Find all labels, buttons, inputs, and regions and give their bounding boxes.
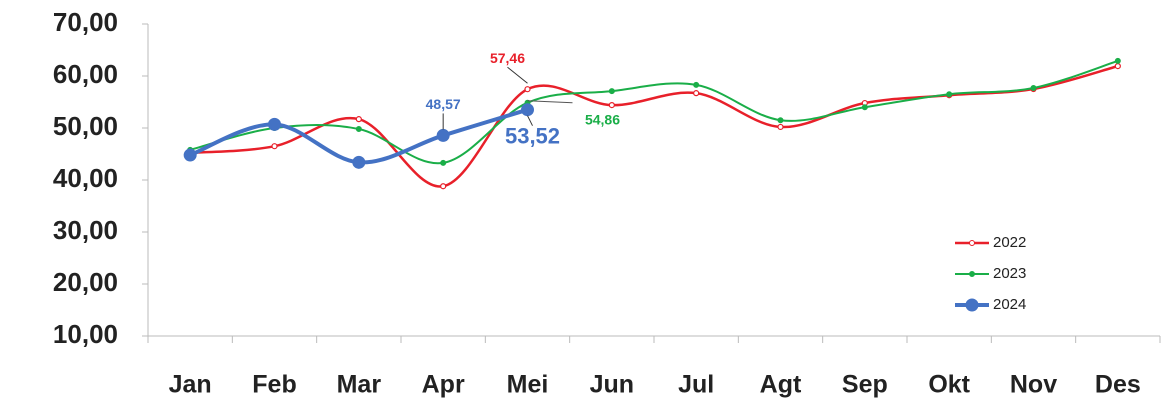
point [1114, 57, 1121, 64]
x-tick-label: Agt [760, 371, 802, 399]
legend-label: 2024 [993, 296, 1026, 313]
legend-marker [969, 271, 975, 277]
y-tick-label: 30,00 [53, 215, 118, 245]
x-tick-label: Jun [590, 371, 634, 399]
x-tick-label: Jan [169, 371, 212, 399]
point [352, 155, 366, 169]
point [608, 102, 615, 109]
legend-label: 2022 [993, 234, 1026, 251]
legend-marker [969, 240, 975, 246]
legend-label: 2023 [993, 265, 1026, 282]
data-label: 57,46 [490, 50, 525, 66]
x-tick-label: Nov [1010, 371, 1057, 399]
y-tick-label: 70,00 [53, 7, 118, 37]
data-label: 53,52 [505, 124, 560, 149]
x-tick-label: Sep [842, 371, 888, 399]
data-label: 54,86 [585, 111, 620, 127]
point [777, 117, 784, 124]
x-tick-label: Mar [337, 371, 382, 399]
point [777, 123, 784, 131]
point [440, 183, 447, 190]
label-leader [507, 66, 528, 84]
label-leader [527, 100, 573, 104]
point [355, 126, 362, 133]
y-tick-label: 60,00 [53, 59, 118, 89]
point [524, 86, 531, 93]
y-tick-label: 20,00 [53, 267, 118, 297]
point [440, 159, 447, 166]
point [521, 103, 534, 117]
point [1114, 63, 1121, 70]
legend-marker [965, 298, 979, 312]
x-tick-label: Jul [678, 371, 714, 399]
x-tick-label: Feb [252, 371, 296, 399]
y-tick-label: 50,00 [53, 111, 118, 141]
x-tick-label: Des [1095, 371, 1141, 399]
x-tick-label: Apr [422, 371, 465, 399]
point [268, 117, 281, 131]
point [693, 81, 700, 88]
point [608, 88, 615, 95]
x-tick-label: Okt [928, 371, 970, 399]
series-line [189, 59, 1119, 165]
point [1030, 84, 1037, 91]
data-label: 48,57 [426, 96, 461, 112]
point [183, 148, 197, 162]
label-leader [527, 115, 533, 126]
point [693, 90, 700, 97]
point [436, 128, 450, 142]
y-tick-label: 40,00 [53, 163, 118, 193]
point [861, 104, 868, 111]
point [271, 143, 278, 150]
y-tick-label: 10,00 [53, 319, 118, 349]
point [355, 116, 362, 123]
x-tick-label: Mei [507, 371, 549, 399]
point [946, 91, 953, 98]
